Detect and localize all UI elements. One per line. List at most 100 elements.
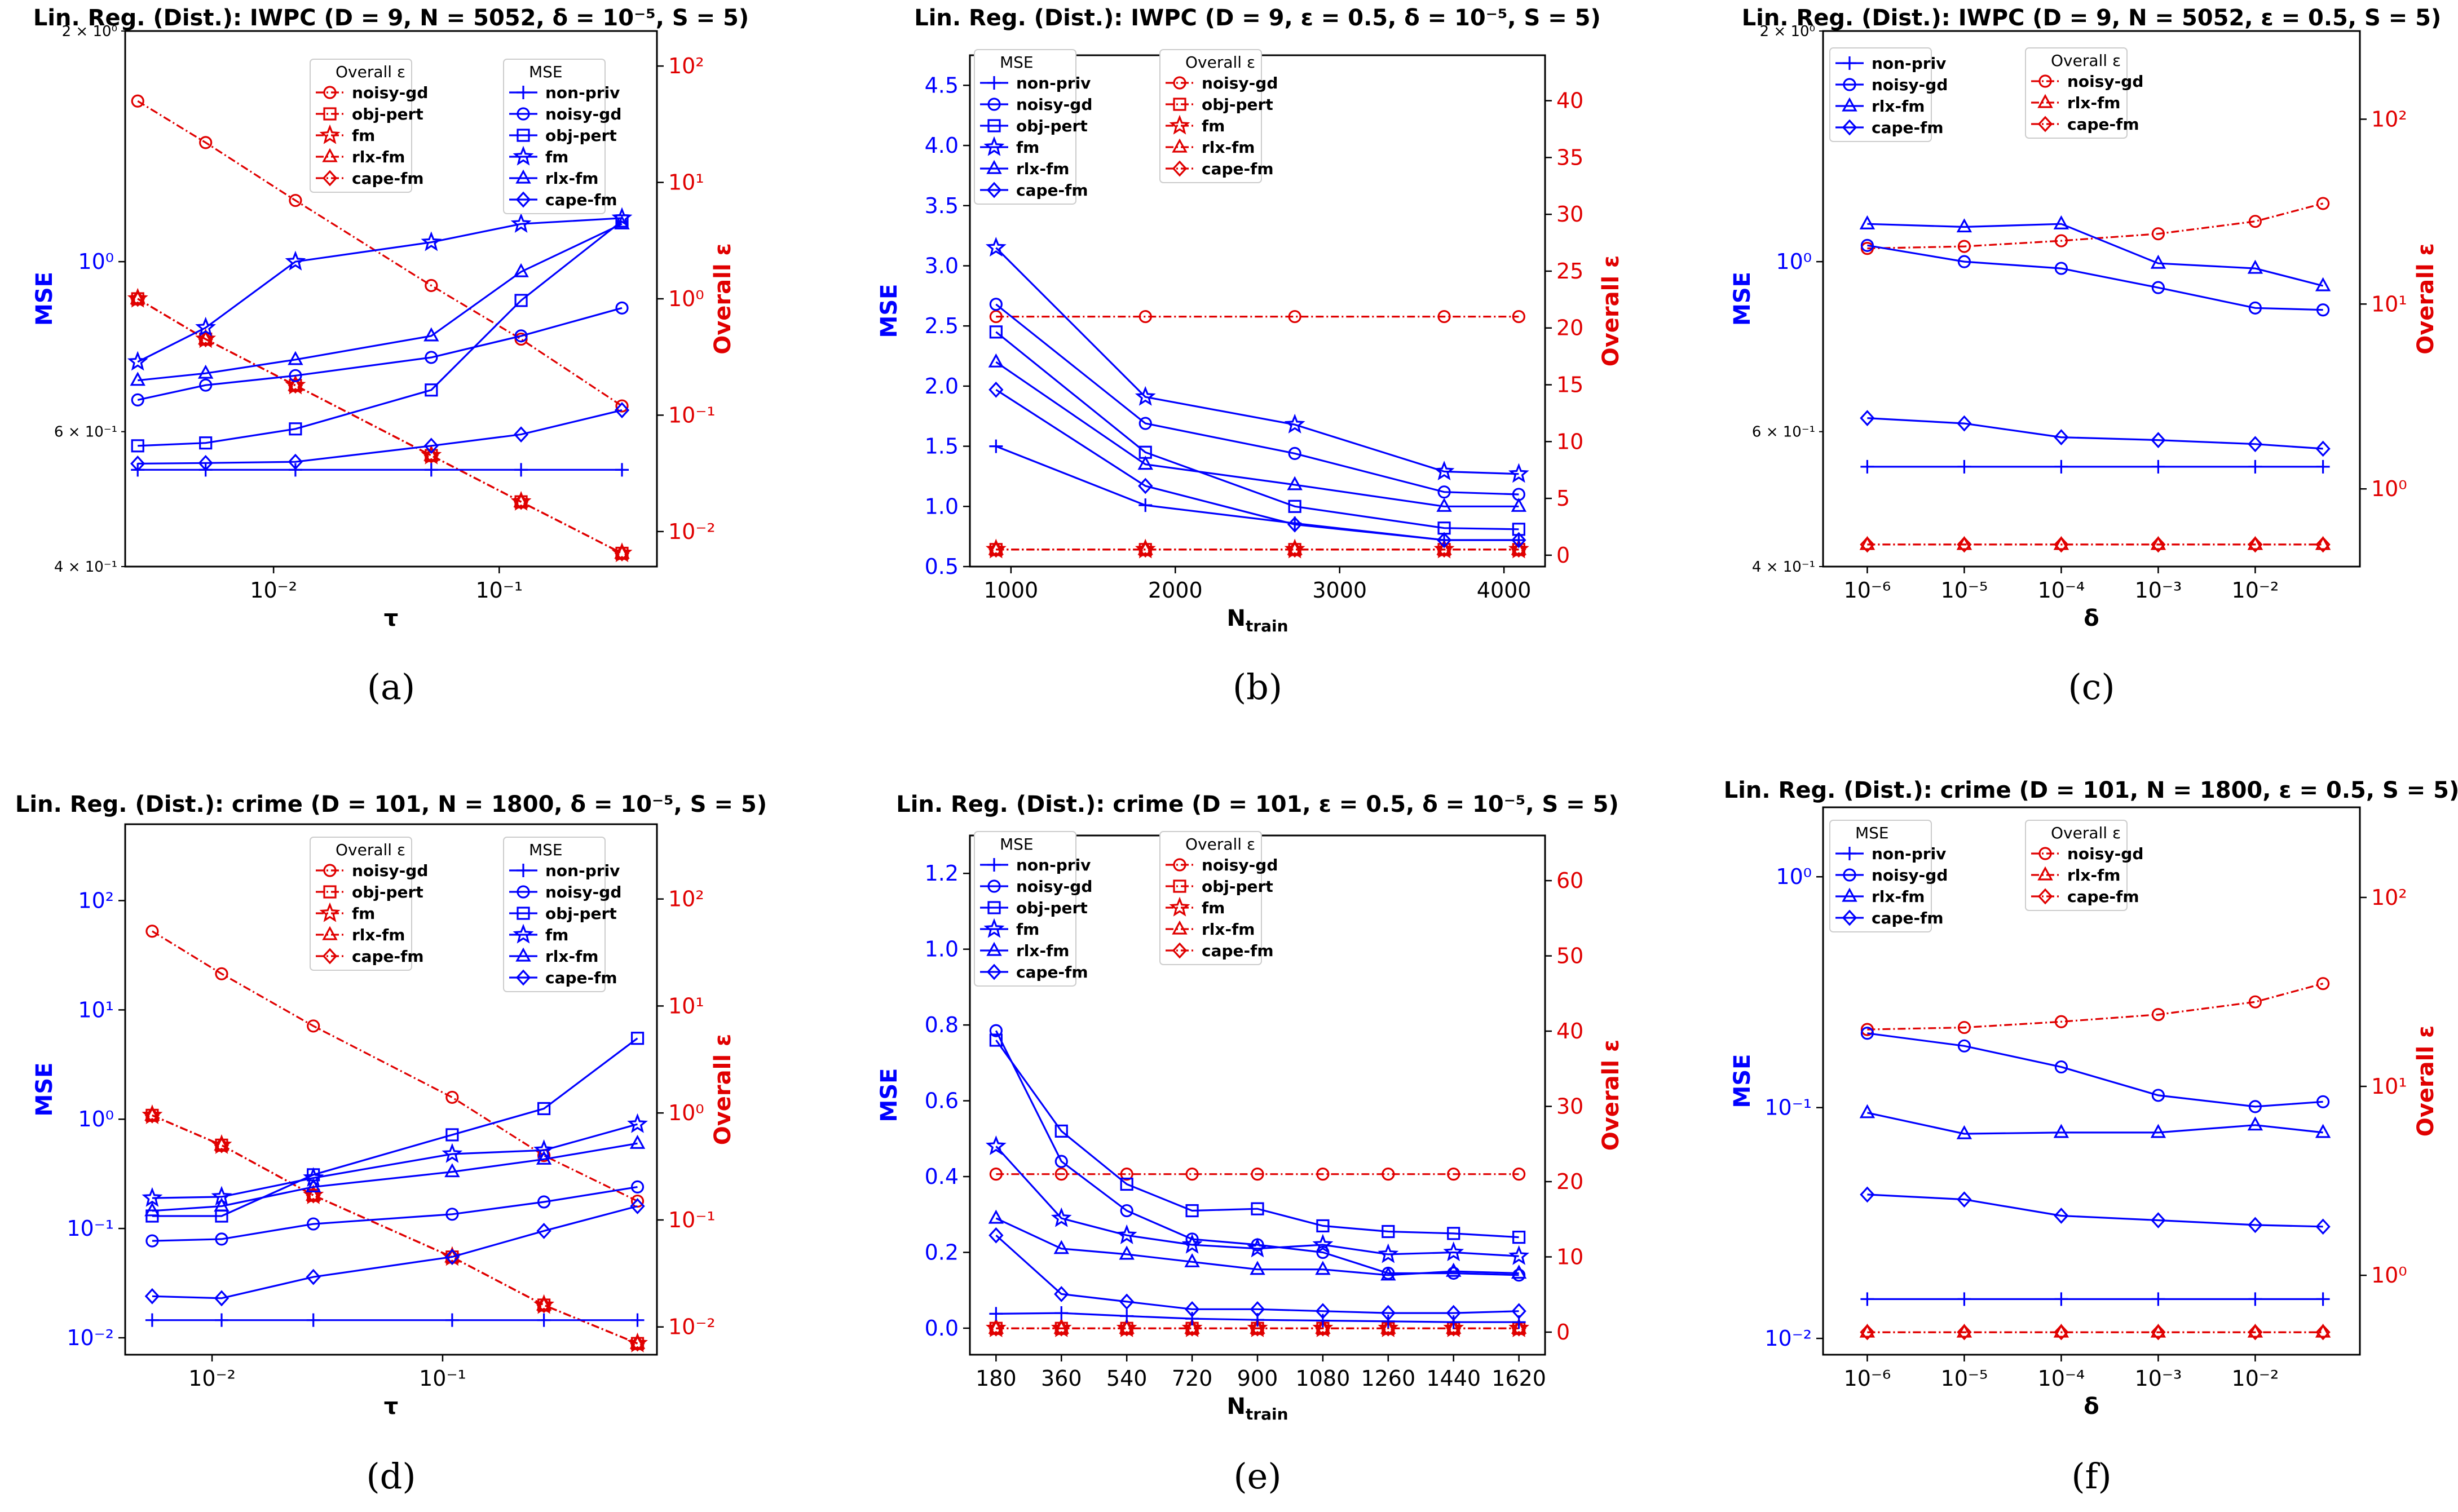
panel-a-mse-point-rlx-fm <box>423 327 439 342</box>
panel-b-mse-legend-marker-fm <box>983 136 1005 156</box>
panel-b-ytick-left-label: 0.5 <box>925 554 959 579</box>
panel-d-mse-point-rlx-fm <box>144 1202 160 1217</box>
panel-c-mse-line-rlx-fm <box>1867 223 2323 287</box>
panel-e-mse-point-fm <box>1378 1243 1399 1263</box>
panel-f-xlabel: δ <box>2084 1394 2099 1420</box>
panel-d-mse-point-fm <box>142 1187 163 1207</box>
panel-b-title: Lin. Reg. (Dist.): IWPC (D = 9, ε = 0.5,… <box>914 5 1601 31</box>
panel-f-ylabel-left: MSE <box>1729 1054 1755 1108</box>
panel-b-mse-point-cape-fm <box>1511 532 1526 549</box>
panel-a-eps-point-rlx-fm <box>423 446 439 461</box>
panel-e-mse-point-fm <box>1312 1234 1334 1254</box>
panel-b-mse-point-noisy-gd <box>1437 485 1451 499</box>
panel-e-ylabel-right: Overall ε <box>1598 1040 1624 1151</box>
panel-c-eps-point-cape-fm <box>2151 536 2166 553</box>
panel-e-mse-line-fm <box>995 1146 1519 1257</box>
panel-d-ytick-right-label: 10⁰ <box>668 1100 704 1125</box>
panel-b-mse-point-fm <box>1508 463 1529 483</box>
panel-f-mse-point-rlx-fm <box>2053 1124 2069 1138</box>
panel-e-mse-point-non-priv <box>1316 1314 1330 1328</box>
panel-e-eps-legend-marker-noisy-gd <box>1173 858 1186 872</box>
panel-d-mse-legend-marker-obj-pert <box>517 907 530 920</box>
panel-d-mse-legend-marker-non-priv <box>517 864 530 877</box>
panel-e-xtick-label: 540 <box>1106 1366 1148 1391</box>
panel-c-ytick-left-minor-label: 4 × 10⁻¹ <box>1752 559 1815 576</box>
panel-d-mse-point-noisy-gd <box>630 1180 645 1193</box>
panel-f-eps-point-rlx-fm <box>2150 1323 2166 1338</box>
panel-d-eps-legend-label-fm: fm <box>352 904 375 923</box>
panel-b-eps-point-rlx-fm <box>1287 541 1303 555</box>
panel-b-ytick-left-label: 4.0 <box>925 133 959 158</box>
panel-d-mse-point-noisy-gd <box>537 1195 551 1209</box>
panel-e-eps-legend-marker-fm <box>1169 896 1190 917</box>
panel-e-mse-point-cape-fm <box>1511 1303 1526 1320</box>
panel-c-mse-point-noisy-gd <box>2248 301 2262 315</box>
panel-b-mse-line-cape-fm <box>995 388 1519 541</box>
panel-b-ytick-right-label: 15 <box>1556 373 1583 397</box>
panel-c-mse-point-non-priv <box>2151 459 2165 474</box>
panel-d-ytick-left-label: 10⁰ <box>78 1107 114 1131</box>
panel-c-ytick-right-label: 10⁰ <box>2371 476 2407 501</box>
panel-a-eps-point-cape-fm <box>423 447 439 464</box>
panel-d-eps-legend-marker-cape-fm <box>322 948 338 965</box>
panel-d-mse-point-non-priv <box>306 1313 320 1327</box>
panel-a-mse-point-non-priv <box>615 463 629 477</box>
panel-e-ytick-left-label: 0.0 <box>925 1316 959 1341</box>
panel-e-mse-point-non-priv <box>989 1307 1003 1321</box>
panel-b-mse-point-cape-fm <box>1436 532 1452 549</box>
panel-c-eps-point-rlx-fm <box>2150 536 2166 550</box>
panel-e-mse-point-obj-pert <box>1054 1124 1068 1138</box>
panel-b-eps-point-noisy-gd <box>989 310 1003 324</box>
panel-d-mse-legend-label-noisy-gd: noisy-gd <box>545 883 621 901</box>
panel-a-mse-point-fm <box>611 207 633 227</box>
panel-f-mse-legend-box <box>1829 820 1932 932</box>
panel-f-mse-legend-marker-rlx-fm <box>1842 887 1857 902</box>
panel-a-mse-point-obj-pert <box>131 439 144 453</box>
panel-d-mse-point-noisy-gd <box>307 1217 320 1231</box>
panel-e-mse-point-obj-pert <box>1512 1230 1526 1244</box>
panel-f-mse-legend-title: MSE <box>1855 824 1889 842</box>
panel-e-eps-point-rlx-fm <box>988 1319 1004 1334</box>
panel-f-eps-point-rlx-fm <box>1956 1323 1972 1338</box>
panel-a-mse-point-noisy-gd <box>514 329 528 343</box>
panel-b-mse-point-rlx-fm <box>1436 497 1452 512</box>
panel-e-mse-legend-label-non-priv: non-priv <box>1016 856 1091 874</box>
panel-e-eps-point-rlx-fm <box>1053 1319 1069 1334</box>
panel-c-mse-point-cape-fm <box>2151 432 2166 448</box>
panel-e-mse-point-rlx-fm <box>1511 1265 1527 1279</box>
panel-d-mse-legend-label-non-priv: non-priv <box>545 861 620 880</box>
panel-d-mse-legend-label-cape-fm: cape-fm <box>545 969 617 987</box>
panel-e-mse-point-rlx-fm <box>1119 1245 1135 1260</box>
panel-b-mse-point-non-priv <box>989 439 1003 453</box>
panel-e-mse-point-noisy-gd <box>1054 1155 1068 1168</box>
panel-f-mse-point-rlx-fm <box>1956 1125 1972 1139</box>
panel-e-mse-point-obj-pert <box>1382 1224 1395 1239</box>
panel-c-eps-point-cape-fm <box>1957 536 1972 553</box>
panel-e-mse-legend-label-obj-pert: obj-pert <box>1016 899 1088 917</box>
panel-b-eps-legend-label-fm: fm <box>1202 117 1225 135</box>
panel-d-mse-legend-title: MSE <box>529 841 563 859</box>
panel-e-eps-point-noisy-gd <box>1120 1168 1133 1181</box>
panel-e-eps-point-cape-fm <box>1511 1320 1526 1337</box>
panel-c-ytick-right-label: 10¹ <box>2371 291 2407 316</box>
panel-e-eps-point-rlx-fm <box>1380 1319 1396 1334</box>
panel-f-eps-legend-marker-cape-fm <box>2037 888 2053 905</box>
panel-b-mse-legend-marker-obj-pert <box>987 119 1001 132</box>
panel-e-xtick-label: 360 <box>1041 1366 1082 1391</box>
panel-a-mse-point-fm <box>195 316 217 337</box>
panel-b-eps-point-noisy-gd <box>1437 310 1451 324</box>
panel-b-mse-legend-marker-non-priv <box>987 76 1001 90</box>
panel-e-eps-legend-title: Overall ε <box>1185 835 1255 854</box>
panel-c-mse-point-noisy-gd <box>1957 255 1971 268</box>
panel-d-mse-point-obj-pert <box>630 1032 645 1045</box>
panel-e-eps-legend-label-obj-pert: obj-pert <box>1202 877 1273 896</box>
panel-a-ytick-right-label: 10⁻² <box>668 519 716 544</box>
panel-b-eps-point-rlx-fm <box>988 541 1004 555</box>
panel-f-mse-point-cape-fm <box>2315 1218 2331 1235</box>
panel-b-eps-point-rlx-fm <box>1137 541 1153 555</box>
panel-e-ytick-right-label: 20 <box>1556 1169 1583 1194</box>
panel-a-eps-point-cape-fm <box>288 377 303 394</box>
panel-f-eps-point-cape-fm <box>2151 1324 2166 1341</box>
panel-f-mse-line-rlx-fm <box>1867 1112 2323 1135</box>
panel-d-mse-legend-label-fm: fm <box>545 926 568 944</box>
